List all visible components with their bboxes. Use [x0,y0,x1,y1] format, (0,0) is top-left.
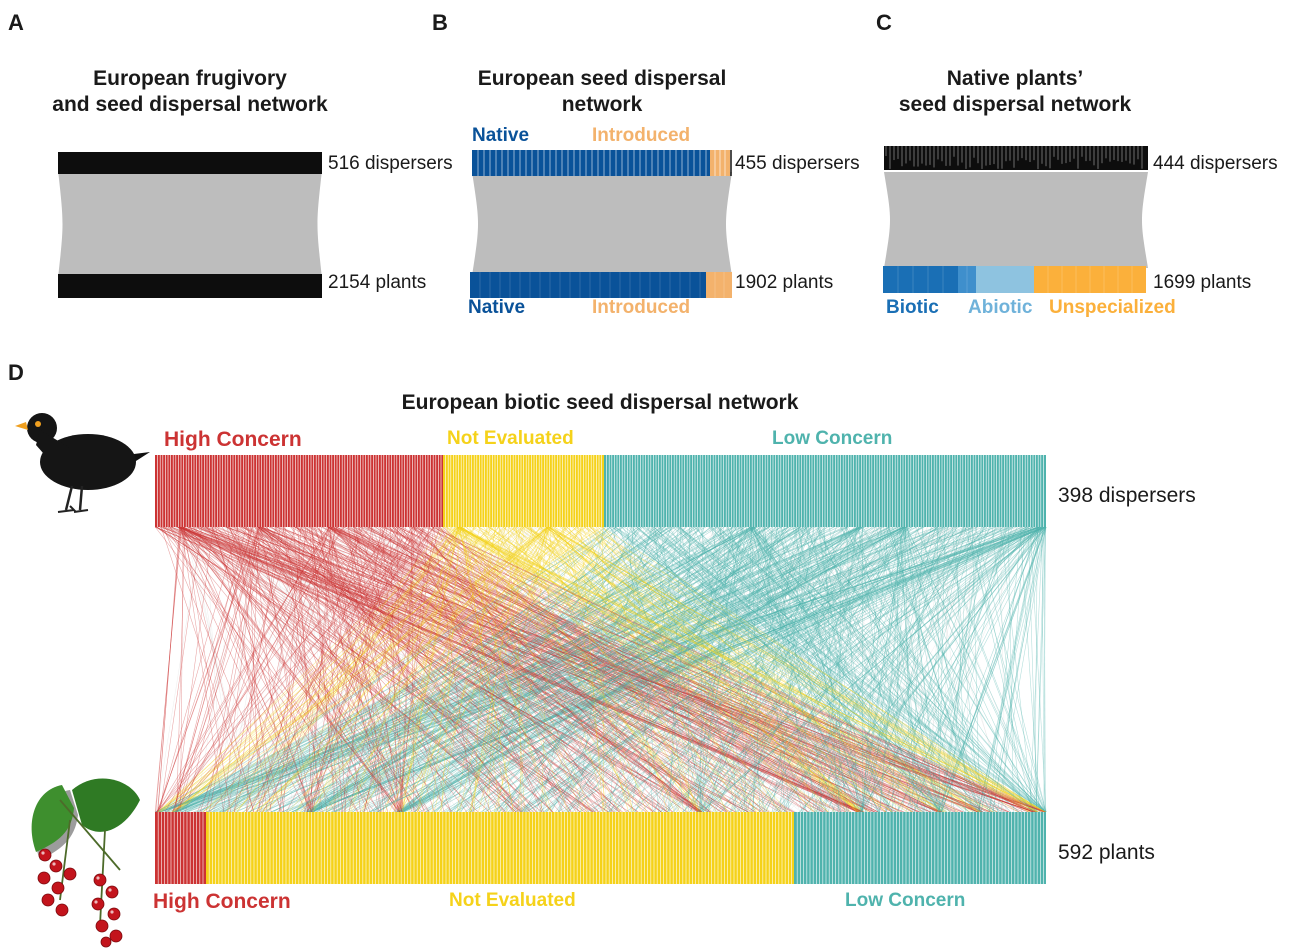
panel-b-title-line2: network [561,93,643,117]
panel-c-dispersers-count: 444 dispersers [1153,153,1278,174]
panel-c-network [883,146,1148,293]
panel-letter-b: B [432,10,448,35]
panel-b-title: European seed dispersal network [442,66,762,119]
panel-d-top-low-concern-label: Low Concern [772,428,893,449]
panel-d-bottom-not-evaluated-label: Not Evaluated [449,890,576,911]
panel-a-title-line1: European frugivory [93,67,287,90]
panel-b-dispersers-count: 455 dispersers [735,153,860,174]
panel-c-title-line2: seed dispersal network [898,93,1132,117]
panel-d-links [154,526,1047,813]
panel-b-links [472,172,732,276]
panel-a-dispersers-count: 516 dispersers [328,153,453,174]
panel-letter-c: C [876,10,892,35]
panel-letter-a: A [8,10,24,35]
panel-d-network [154,455,1047,884]
panel-d-top-not-evaluated-label: Not Evaluated [447,428,574,449]
panel-b-bottom-native-label: Native [468,297,526,318]
panel-b-top-native-label: Native [472,125,530,146]
panel-a-plant-bar [58,274,322,298]
panel-d-bottom-low-concern-label: Low Concern [845,890,966,911]
panel-d-title: European biotic seed dispersal network [401,391,799,414]
panel-b-top-introduced-label: Introduced [592,125,691,146]
panel-a-title-line2: and seed dispersal network [52,93,328,117]
panel-c-title-line1: Native plants’ [946,67,1084,90]
panel-d-disperser-bar [155,455,1046,527]
blackbird-icon [15,413,150,513]
panel-b-title-line1: European seed dispersal [477,67,727,90]
panel-a-disperser-bar [58,152,322,174]
panel-d-plant-bar [155,812,1046,884]
panel-b-plants-count: 1902 plants [735,272,834,293]
panel-d-top-high-concern-label: High Concern [164,428,302,451]
panel-c-disperser-bar [884,146,1148,170]
panel-d-dispersers-count: 398 dispersers [1058,484,1196,507]
panel-a-links [58,170,322,278]
panel-b-plant-bar [470,272,732,298]
panel-c-plant-bar [883,266,1146,293]
panel-c-plants-count: 1699 plants [1153,272,1252,293]
redcurrant-icon [31,778,140,948]
panel-b-network [470,150,732,298]
panel-d-bottom-high-concern-label: High Concern [153,890,291,913]
panel-a-title: European frugivory and seed dispersal ne… [30,66,350,119]
panel-a-plants-count: 2154 plants [328,272,427,293]
panel-c-abiotic-label: Abiotic [968,297,1033,318]
panel-a-network [58,152,322,298]
panel-b-disperser-bar [472,150,732,176]
panel-c-biotic-label: Biotic [886,297,939,318]
panel-c-links [884,172,1148,268]
panel-b-bottom-introduced-label: Introduced [592,297,691,318]
panel-c-unspecialized-label: Unspecialized [1049,297,1176,318]
panel-letter-d: D [8,360,24,385]
panel-d-plants-count: 592 plants [1058,841,1155,864]
panel-c-title: Native plants’ seed dispersal network [855,66,1175,119]
